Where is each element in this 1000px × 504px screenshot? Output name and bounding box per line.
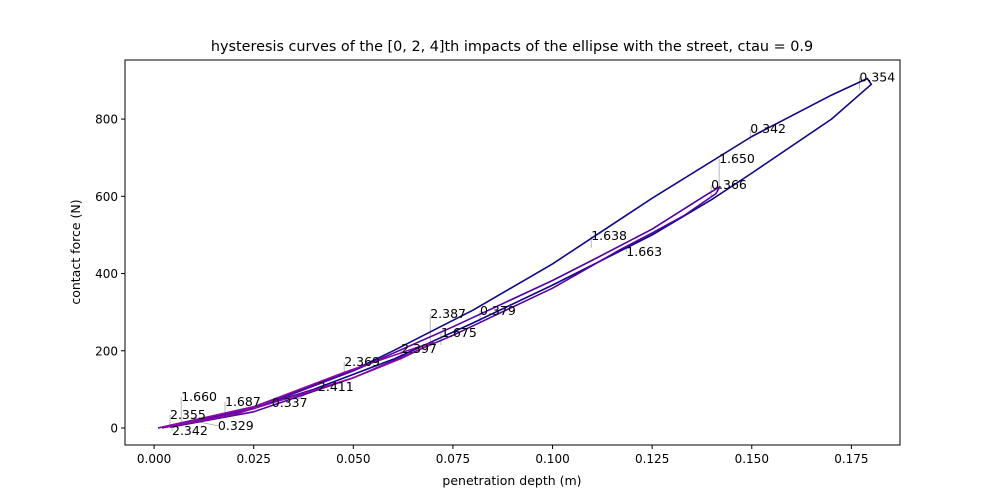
point-annotation: 2.355 <box>170 407 206 422</box>
y-tick-label: 400 <box>95 267 118 281</box>
point-annotation: 0.354 <box>859 69 895 84</box>
point-annotation: 1.660 <box>181 389 217 404</box>
point-annotation: 0.366 <box>711 177 747 192</box>
x-tick-label: 0.025 <box>237 452 271 466</box>
point-annotation: 0.329 <box>218 418 254 433</box>
plot-area: 0.000 0.025 0.050 0.075 0.100 0.125 0.150 0.175… <box>95 69 895 466</box>
point-annotation: 1.675 <box>441 325 477 340</box>
point-annotation: 0.337 <box>272 395 308 410</box>
annotation-leader-line <box>197 421 218 427</box>
x-tick-label: 0.100 <box>535 452 569 466</box>
point-annotation: 0.342 <box>750 121 786 136</box>
point-annotation: 1.638 <box>591 228 627 243</box>
chart-title: hysteresis curves of the [0, 2, 4]th imp… <box>211 39 813 55</box>
y-axis-label: contact force (N) <box>68 199 83 304</box>
point-annotation: 2.411 <box>318 379 354 394</box>
point-annotation: 1.687 <box>225 394 261 409</box>
point-annotation: 2.369 <box>344 354 380 369</box>
series-line-1 <box>161 185 721 429</box>
axes-frame <box>124 59 901 446</box>
y-tick-label: 800 <box>95 113 118 127</box>
x-tick-label: 0.000 <box>137 452 171 466</box>
x-tick-label: 0.050 <box>336 452 370 466</box>
x-tick-label: 0.075 <box>436 452 470 466</box>
point-annotation: 2.342 <box>172 423 208 438</box>
point-annotation: 0.379 <box>480 303 516 318</box>
y-tick-label: 200 <box>95 344 118 358</box>
point-annotation: 2.387 <box>430 306 466 321</box>
point-annotation: 2.397 <box>401 341 437 356</box>
y-tick-label: 0 <box>110 422 118 436</box>
x-tick-label: 0.175 <box>834 452 868 466</box>
x-tick-label: 0.150 <box>735 452 769 466</box>
x-axis-label: penetration depth (m) <box>442 473 581 488</box>
series-line-2 <box>157 341 434 429</box>
point-annotation: 1.663 <box>626 244 662 259</box>
y-tick-label: 600 <box>95 190 118 204</box>
point-annotation: 1.650 <box>719 151 755 166</box>
x-tick-label: 0.125 <box>635 452 669 466</box>
